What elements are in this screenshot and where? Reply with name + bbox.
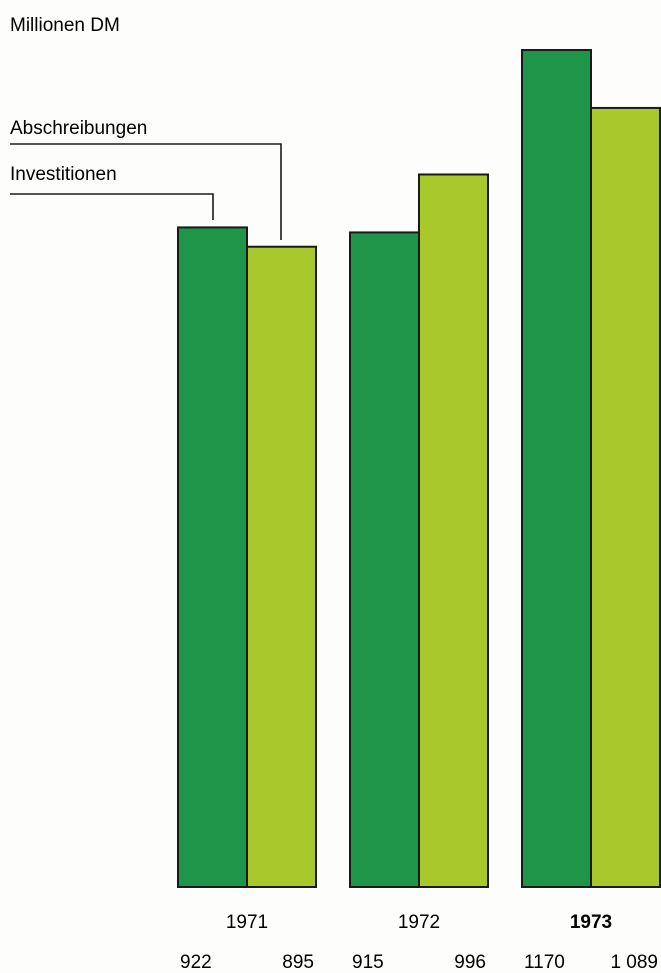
bar-investitionen-1973 <box>521 49 592 888</box>
legend: Abschreibungen Investitionen <box>10 118 282 240</box>
bar-abschreibungen-1971 <box>246 245 317 888</box>
bar-abschreibungen-1973 <box>590 106 661 888</box>
legend-label-abschreibungen: Abschreibungen <box>10 118 147 139</box>
bar-abschreibungen-1972 <box>418 173 489 888</box>
unit-label: Millionen DM <box>10 15 120 36</box>
year-label-1971: 1971 <box>226 912 268 933</box>
bar-investitionen-1972 <box>349 231 420 888</box>
value-labels-group: 922 895 915 996 1170 1 089 <box>180 952 658 973</box>
legend-leader-investitionen <box>10 193 214 220</box>
year-label-1972: 1972 <box>398 912 440 933</box>
value-label-abschreibungen-1971: 895 <box>282 952 314 973</box>
value-label-investitionen-1973: 1170 <box>524 952 565 973</box>
bar-investitionen-1971 <box>177 226 248 888</box>
bars-group <box>177 49 661 888</box>
value-label-abschreibungen-1973: 1 089 <box>610 952 658 973</box>
legend-label-investitionen: Investitionen <box>10 164 117 185</box>
value-label-investitionen-1971: 922 <box>180 952 212 973</box>
year-labels-group: 1971 1972 1973 <box>226 912 612 933</box>
value-label-investitionen-1972: 915 <box>352 952 384 973</box>
year-label-1973: 1973 <box>570 912 612 933</box>
value-label-abschreibungen-1972: 996 <box>454 952 486 973</box>
legend-leader-abschreibungen <box>10 143 282 240</box>
